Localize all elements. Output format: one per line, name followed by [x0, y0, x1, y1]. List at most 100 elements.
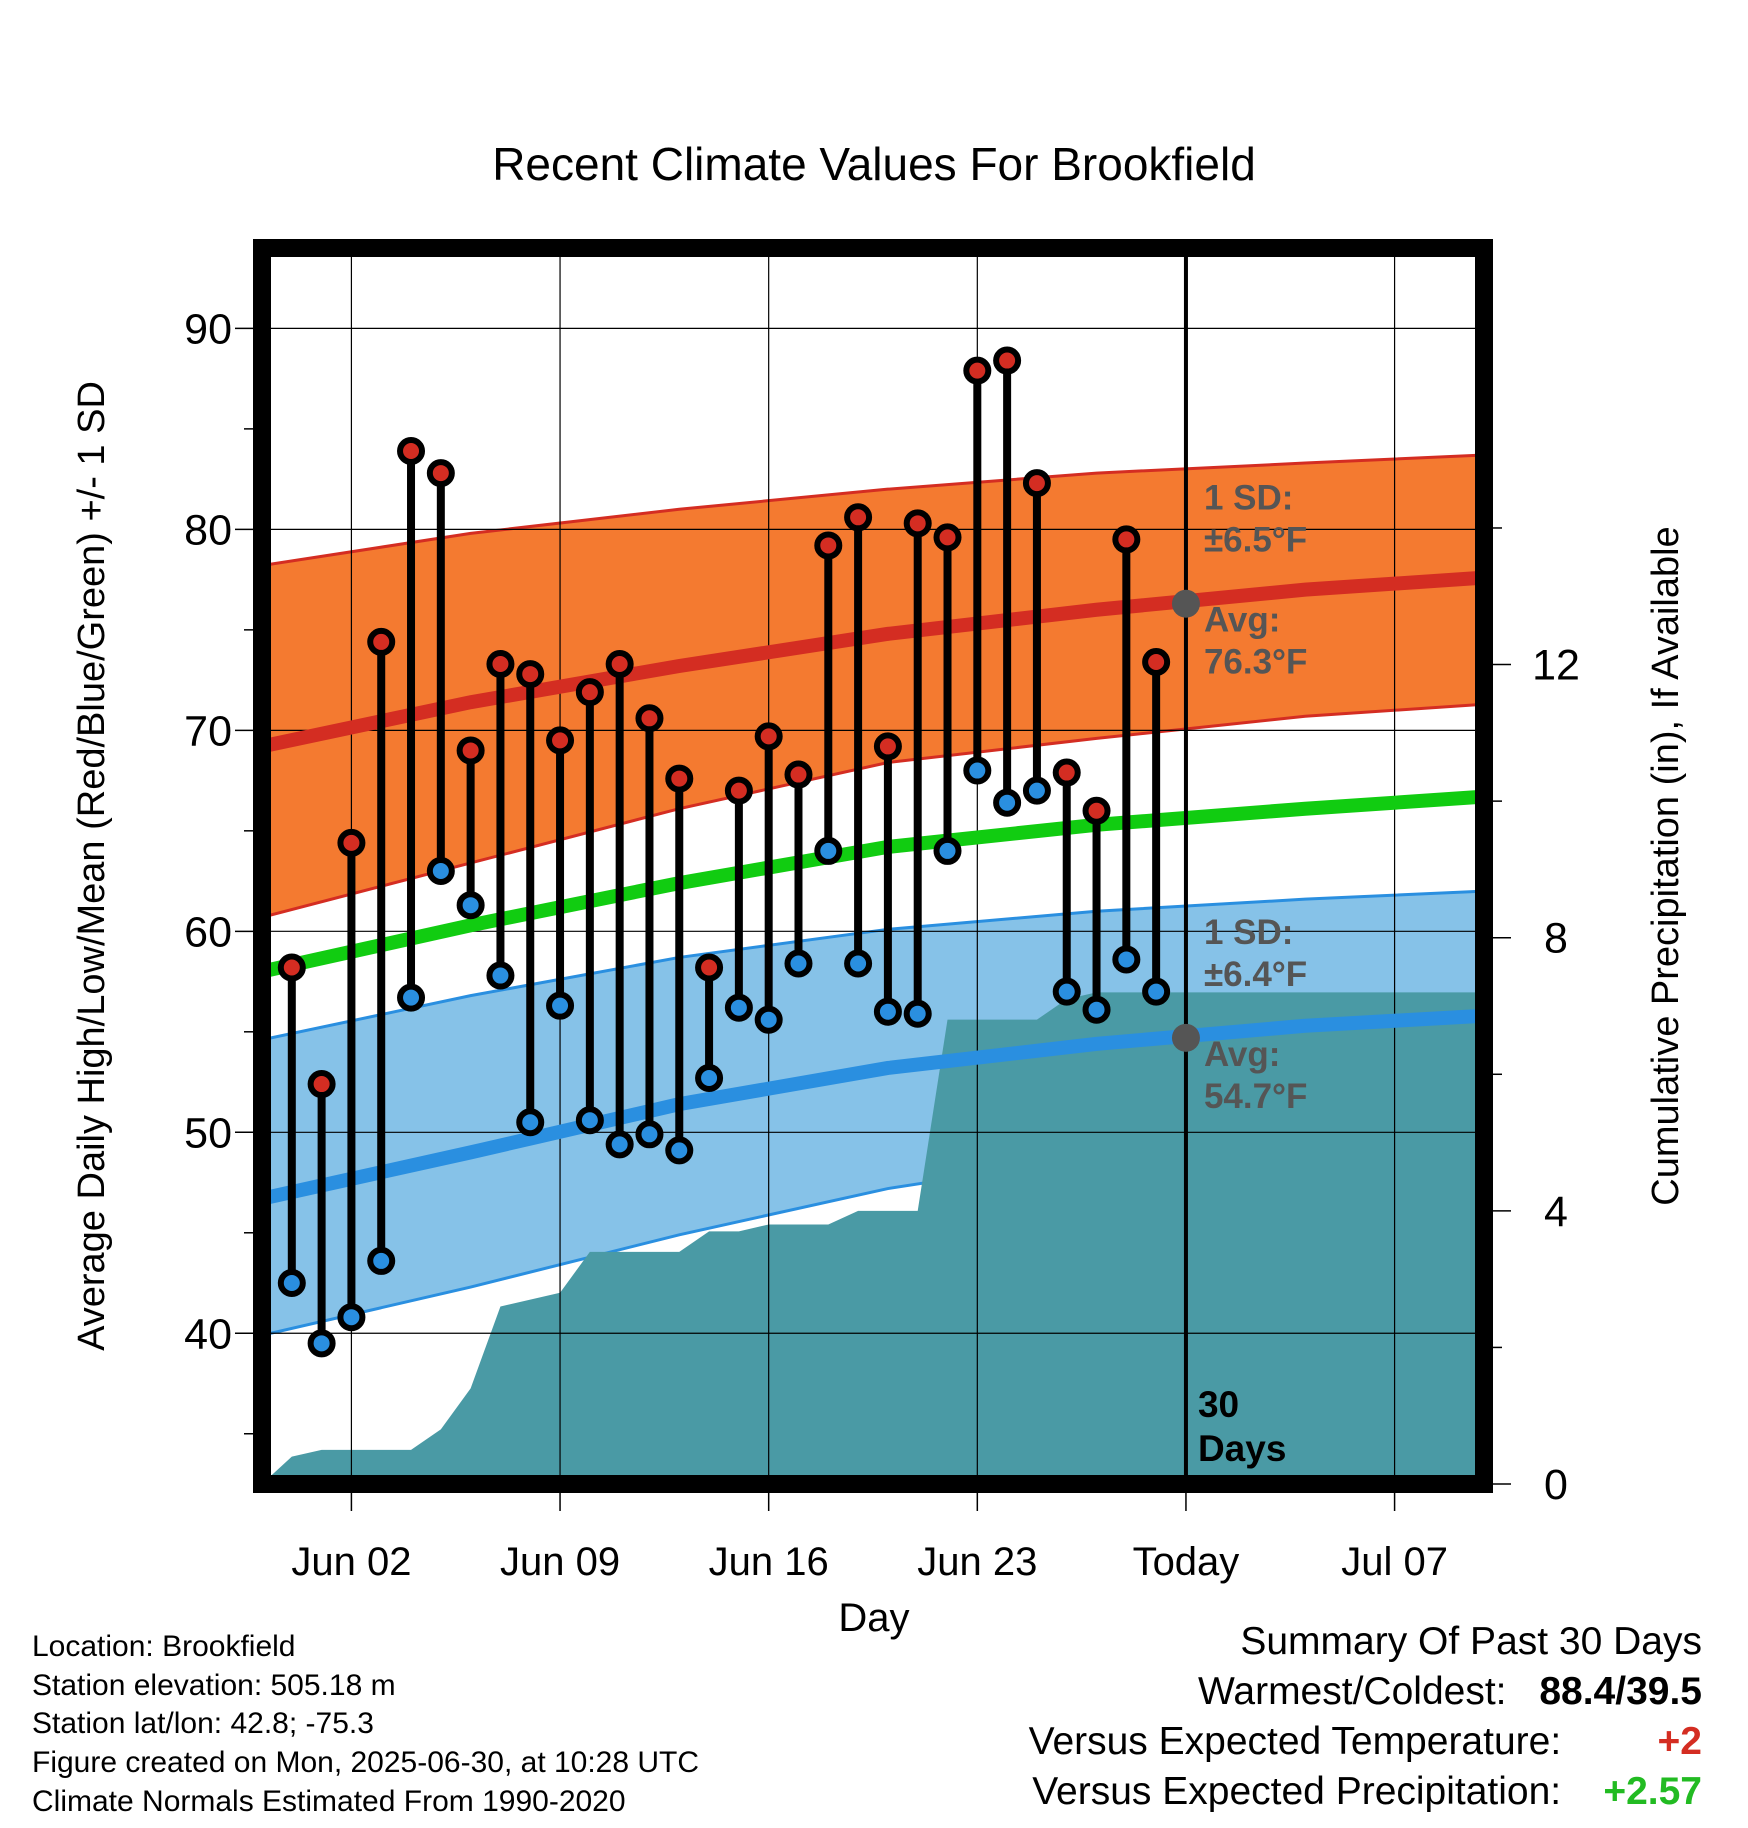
low-point: [784, 949, 813, 978]
high-avg-label: Avg:: [1204, 601, 1280, 640]
high-point: [873, 732, 902, 761]
high-point: [635, 704, 664, 733]
y2-tick-label: 0: [1544, 1461, 1568, 1509]
high-point: [844, 503, 873, 532]
low-sd-value: ±6.4°F: [1204, 955, 1307, 994]
x-tick-label: Jul 07: [1341, 1540, 1448, 1584]
high-point: [1052, 758, 1081, 787]
summary-title: Summary Of Past 30 Days: [1240, 1620, 1702, 1663]
high-point: [456, 736, 485, 765]
summary-temp: Versus Expected Temperature: +2: [1029, 1720, 1702, 1764]
low-point: [993, 788, 1022, 817]
low-avg-line: [262, 1008, 1484, 1206]
y-tick-label: 80: [184, 506, 232, 554]
y-tick-label: 60: [184, 908, 232, 956]
low-point: [724, 993, 753, 1022]
high-point: [397, 436, 426, 465]
low-point: [1112, 945, 1141, 974]
high-point: [516, 660, 545, 689]
high-point: [963, 356, 992, 385]
today-days-label: Days: [1198, 1428, 1286, 1469]
high-point: [754, 722, 783, 751]
high-upper-line: [262, 453, 1484, 568]
high-point: [993, 346, 1022, 375]
precip-label: Versus Expected Precipitation:: [1032, 1770, 1562, 1813]
x-tick-label: Jun 16: [709, 1540, 829, 1584]
high-point: [814, 531, 843, 560]
low-point: [605, 1130, 634, 1159]
low-avg-value: 54.7°F: [1204, 1077, 1308, 1116]
high-point: [367, 627, 396, 656]
high-today-marker: [1171, 589, 1200, 618]
warm-cold-label: Warmest/Coldest:: [1198, 1670, 1507, 1713]
x-tick-label: Jun 09: [500, 1540, 620, 1584]
temp-value: +2: [1657, 1720, 1702, 1763]
low-point: [575, 1106, 604, 1135]
high-point: [605, 650, 634, 679]
low-point: [397, 983, 426, 1012]
low-point: [1022, 776, 1051, 805]
high-point: [277, 953, 306, 982]
today-days-number: 30: [1198, 1384, 1239, 1425]
y-tick-label: 70: [184, 707, 232, 755]
warm-cold-value: 88.4/39.5: [1539, 1670, 1702, 1713]
low-point: [456, 891, 485, 920]
elevation-text: Station elevation: 505.18 m: [32, 1669, 396, 1702]
high-point: [1022, 469, 1051, 498]
low-point: [695, 1064, 724, 1093]
x-axis-title: Day: [838, 1596, 909, 1640]
high-point: [426, 459, 455, 488]
y-tick-label: 40: [184, 1310, 232, 1358]
plot-frame: [253, 239, 1493, 1493]
low-point: [963, 756, 992, 785]
low-sd-label: 1 SD:: [1204, 913, 1293, 952]
low-point: [277, 1269, 306, 1298]
summary-warm-cold: Warmest/Coldest: 88.4/39.5: [1198, 1670, 1702, 1714]
temp-label: Versus Expected Temperature:: [1028, 1720, 1562, 1763]
y2-axis-title: Cumulative Precipitation (in), If Availa…: [1645, 526, 1687, 1205]
low-today-marker: [1171, 1023, 1200, 1052]
low-point: [546, 991, 575, 1020]
precip-value: +2.57: [1603, 1770, 1702, 1813]
low-point: [754, 1005, 783, 1034]
x-tick-label: Jun 02: [291, 1540, 411, 1584]
high-point: [933, 523, 962, 552]
low-point: [635, 1120, 664, 1149]
high-point: [337, 828, 366, 857]
low-point: [367, 1246, 396, 1275]
y2-tick-label: 12: [1532, 642, 1580, 690]
y2-tick-label: 8: [1544, 915, 1568, 963]
low-point: [933, 836, 962, 865]
x-tick-label: Jun 23: [917, 1540, 1037, 1584]
low-point: [1052, 977, 1081, 1006]
y-axis-title: Average Daily High/Low/Mean (Red/Blue/Gr…: [71, 381, 113, 1351]
normals-text: Climate Normals Estimated From 1990-2020: [32, 1785, 626, 1818]
high-point: [1112, 525, 1141, 554]
high-point: [307, 1070, 336, 1099]
low-point: [1142, 977, 1171, 1006]
low-point: [337, 1303, 366, 1332]
high-sd-label: 1 SD:: [1204, 479, 1293, 518]
low-point: [903, 999, 932, 1028]
high-sd-value: ±6.5°F: [1204, 521, 1307, 560]
y2-tick-label: 4: [1544, 1188, 1568, 1236]
high-avg-value: 76.3°F: [1204, 643, 1308, 682]
high-point: [724, 776, 753, 805]
high-point: [1082, 796, 1111, 825]
high-avg-line: [262, 570, 1484, 754]
created-text: Figure created on Mon, 2025-06-30, at 10…: [32, 1746, 700, 1779]
high-point: [575, 678, 604, 707]
summary-precip: Versus Expected Precipitation: +2.57: [1032, 1770, 1702, 1814]
location-text: Location: Brookfield: [32, 1630, 296, 1663]
high-point: [665, 764, 694, 793]
y-tick-label: 90: [184, 305, 232, 353]
high-point: [546, 726, 575, 755]
y-tick-label: 50: [184, 1109, 232, 1157]
latlon-text: Station lat/lon: 42.8; -75.3: [32, 1707, 374, 1740]
high-point: [903, 509, 932, 538]
low-point: [873, 997, 902, 1026]
low-point: [486, 961, 515, 990]
high-point: [695, 953, 724, 982]
low-point: [516, 1108, 545, 1137]
